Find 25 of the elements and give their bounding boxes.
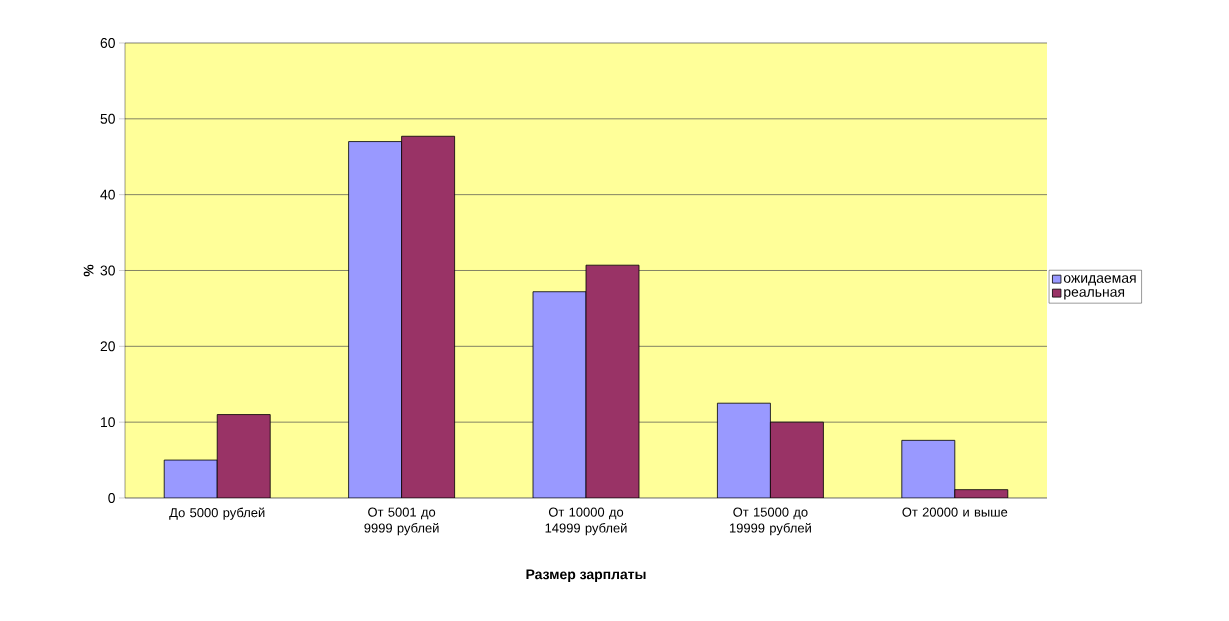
- y-tick-label: 20: [100, 341, 115, 352]
- bar: [163, 459, 218, 498]
- x-axis-title: Размер зарплаты: [526, 569, 646, 582]
- bar: [401, 135, 456, 498]
- y-tick-label: 0: [108, 493, 115, 503]
- bar: [717, 402, 771, 498]
- legend-label: реальная: [1064, 289, 1125, 300]
- y-axis-title: %: [83, 264, 94, 277]
- y-tick-label: 30: [100, 265, 115, 276]
- x-tick-label: От 5001 до 9999 рублей: [364, 507, 439, 536]
- x-tick-label: От 10000 до 14999 рублей: [545, 507, 627, 536]
- bar: [532, 291, 587, 498]
- x-tick-label: От 20000 и выше: [902, 507, 1008, 517]
- y-tick-label: 40: [100, 189, 115, 200]
- bar: [901, 439, 956, 498]
- bar: [770, 421, 824, 498]
- bar: [216, 414, 271, 498]
- x-tick-label: От 15000 до 19999 рублей: [729, 507, 811, 536]
- x-tick-label: До 5000 рублей: [169, 507, 265, 520]
- y-tick-label: 10: [101, 417, 115, 428]
- y-tick-label: 50: [100, 113, 115, 124]
- bar: [585, 264, 640, 498]
- legend-label: ожидаемая: [1063, 275, 1136, 286]
- bar: [348, 141, 403, 498]
- y-tick-label: 60: [100, 38, 115, 48]
